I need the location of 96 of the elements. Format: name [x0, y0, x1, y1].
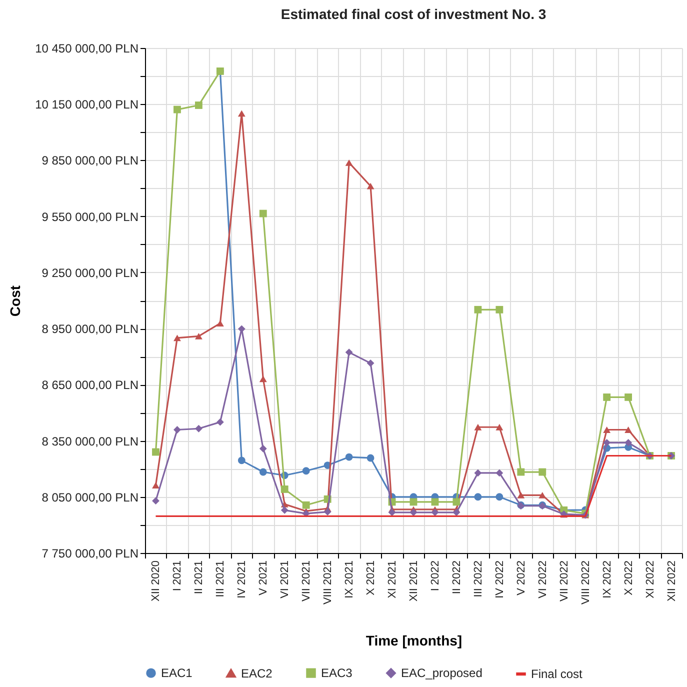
- point: [496, 306, 504, 314]
- legend-label: EAC2: [241, 666, 273, 680]
- y-tick-label: 7 750 000,00 PLN: [42, 546, 138, 560]
- x-tick-label: III 2022: [472, 560, 484, 598]
- point: [366, 359, 374, 367]
- x-tick-label: XII 2021: [408, 560, 420, 602]
- point: [174, 106, 181, 114]
- x-tick-label: VII 2022: [558, 560, 570, 602]
- x-tick-label: III 2021: [214, 560, 227, 598]
- point: [174, 334, 181, 342]
- y-tick-label: 8 950 000,00 PLN: [42, 322, 138, 336]
- x-tick-label: IV 2022: [494, 560, 506, 598]
- x-tick-label: X 2022: [622, 560, 635, 596]
- x-tick-label: IX 2021: [344, 560, 356, 598]
- point: [496, 493, 504, 501]
- point: [474, 493, 482, 501]
- point: [603, 438, 611, 446]
- point: [624, 393, 632, 401]
- point: [345, 348, 353, 356]
- point: [538, 468, 546, 476]
- point: [216, 418, 224, 426]
- x-tick-label: I 2021: [172, 560, 184, 592]
- point: [410, 498, 418, 506]
- point: [410, 508, 418, 516]
- x-tick-label: VI 2021: [279, 560, 292, 598]
- x-tick-label: VIII 2022: [580, 560, 592, 605]
- point: [280, 486, 288, 493]
- point: [496, 424, 504, 430]
- y-axis-title: Cost: [7, 285, 24, 317]
- point: [517, 492, 525, 498]
- point: [388, 508, 396, 516]
- x-tick-label: II 2022: [450, 560, 463, 594]
- x-tick-label: XI 2022: [644, 560, 656, 598]
- point: [152, 448, 160, 456]
- x-tick-label: VII 2021: [300, 560, 313, 602]
- point: [431, 498, 439, 506]
- point: [302, 501, 310, 509]
- point: [624, 426, 632, 433]
- point: [624, 438, 632, 446]
- x-tick-label: I 2022: [429, 560, 442, 592]
- point: [474, 469, 482, 477]
- x-tick-label: V 2021: [258, 560, 270, 596]
- point: [324, 508, 332, 516]
- x-tick-label: XII 2022: [666, 560, 678, 602]
- y-tick-label: 8 350 000,00 PLN: [42, 434, 138, 448]
- point: [431, 508, 439, 516]
- point: [259, 376, 267, 382]
- point: [345, 159, 353, 166]
- y-tick-label: 9 550 000,00 PLN: [42, 210, 138, 224]
- point: [496, 469, 504, 477]
- y-tick-label: 10 450 000,00 PLN: [35, 42, 138, 56]
- x-tick-label: VIII 2021: [322, 560, 334, 605]
- x-tick-label: II 2021: [193, 560, 206, 594]
- x-tick-label: XII 2020: [150, 560, 162, 602]
- x-tick-label: VI 2022: [536, 560, 549, 598]
- x-tick-label: IX 2022: [601, 560, 614, 598]
- y-tick-label: 8 050 000,00 PLN: [42, 490, 138, 504]
- point: [366, 454, 374, 462]
- y-tick-label: 10 150 000,00 PLN: [35, 98, 138, 112]
- point: [238, 456, 246, 464]
- point: [366, 182, 374, 190]
- point: [345, 453, 353, 461]
- y-tick-label: 9 250 000,00 PLN: [42, 266, 138, 280]
- point: [538, 492, 546, 498]
- point: [474, 424, 482, 430]
- point: [302, 467, 310, 475]
- point: [238, 110, 246, 117]
- point: [259, 210, 267, 218]
- point: [517, 468, 525, 476]
- point: [603, 393, 611, 401]
- x-axis-title: Time [months]: [366, 632, 462, 649]
- point: [603, 426, 611, 433]
- point: [152, 482, 160, 489]
- point: [194, 424, 202, 432]
- x-tick-label: XI 2021: [386, 560, 399, 598]
- x-tick-label: V 2022: [515, 560, 528, 596]
- legend-label: EAC3: [321, 666, 353, 680]
- legend-label: Final cost: [531, 667, 584, 681]
- point: [194, 102, 202, 109]
- point: [152, 497, 160, 505]
- chart-title: Estimated final cost of investment No. 3: [280, 6, 546, 22]
- legend-label: EAC_proposed: [401, 666, 482, 680]
- point: [194, 333, 202, 340]
- point: [216, 320, 224, 327]
- x-tick-label: IV 2021: [236, 560, 248, 598]
- point: [174, 426, 181, 434]
- point: [452, 508, 460, 516]
- point: [452, 498, 460, 506]
- x-tick-label: X 2021: [365, 560, 378, 596]
- point: [259, 468, 267, 476]
- legend-label: EAC1: [161, 666, 193, 680]
- point: [474, 306, 482, 314]
- y-tick-label: 8 650 000,00 PLN: [42, 378, 138, 392]
- y-tick-label: 9 850 000,00 PLN: [42, 154, 138, 168]
- point: [280, 506, 288, 514]
- point: [259, 444, 267, 452]
